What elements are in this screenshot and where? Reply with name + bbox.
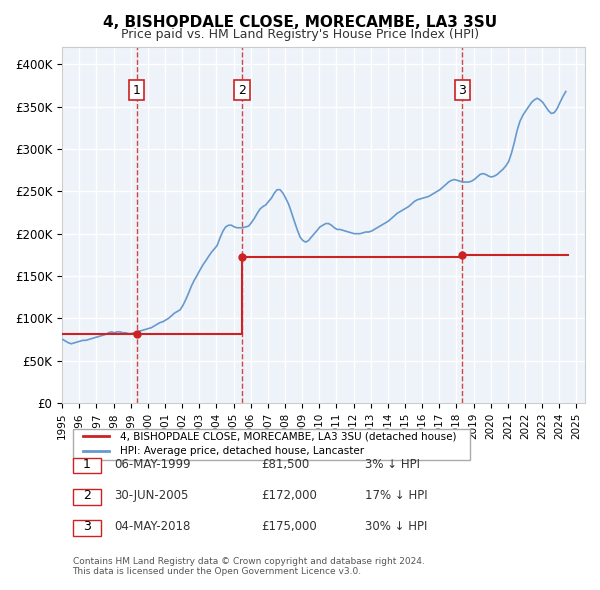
Text: Contains HM Land Registry data © Crown copyright and database right 2024.
This d: Contains HM Land Registry data © Crown c… <box>73 556 424 576</box>
Text: 4, BISHOPDALE CLOSE, MORECAMBE, LA3 3SU: 4, BISHOPDALE CLOSE, MORECAMBE, LA3 3SU <box>103 15 497 30</box>
Text: £81,500: £81,500 <box>261 458 309 471</box>
Text: 3: 3 <box>458 84 466 97</box>
Text: HPI: Average price, detached house, Lancaster: HPI: Average price, detached house, Lanc… <box>119 445 364 455</box>
Text: 2: 2 <box>83 489 91 502</box>
Text: 3: 3 <box>83 520 91 533</box>
FancyBboxPatch shape <box>73 489 101 504</box>
Text: 1: 1 <box>83 458 91 471</box>
Text: 1: 1 <box>133 84 140 97</box>
Point <box>238 253 247 262</box>
Text: 30% ↓ HPI: 30% ↓ HPI <box>365 520 428 533</box>
Text: 3% ↓ HPI: 3% ↓ HPI <box>365 458 421 471</box>
FancyBboxPatch shape <box>73 428 470 460</box>
Text: 06-MAY-1999: 06-MAY-1999 <box>115 458 191 471</box>
Text: £175,000: £175,000 <box>261 520 317 533</box>
FancyBboxPatch shape <box>73 520 101 536</box>
Text: 2: 2 <box>238 84 246 97</box>
Text: 30-JUN-2005: 30-JUN-2005 <box>115 489 189 502</box>
Text: Price paid vs. HM Land Registry's House Price Index (HPI): Price paid vs. HM Land Registry's House … <box>121 28 479 41</box>
Text: 17% ↓ HPI: 17% ↓ HPI <box>365 489 428 502</box>
Text: 04-MAY-2018: 04-MAY-2018 <box>115 520 191 533</box>
Point <box>132 329 142 339</box>
FancyBboxPatch shape <box>73 458 101 473</box>
Point <box>457 250 467 260</box>
Text: 4, BISHOPDALE CLOSE, MORECAMBE, LA3 3SU (detached house): 4, BISHOPDALE CLOSE, MORECAMBE, LA3 3SU … <box>119 431 456 441</box>
Text: £172,000: £172,000 <box>261 489 317 502</box>
